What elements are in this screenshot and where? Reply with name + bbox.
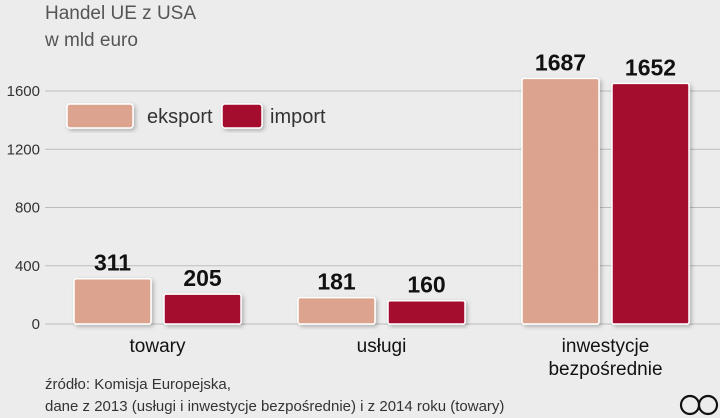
chart-title: Handel UE z USA	[45, 3, 196, 24]
gridlines	[45, 90, 720, 325]
data-label: 1652	[625, 54, 676, 80]
legend-label-eksport: eksport	[147, 106, 213, 128]
footnote-source: źródło: Komisja Europejska,	[45, 376, 231, 393]
y-axis-ticks: 0 400 800 1200 1600	[7, 83, 40, 333]
bar-import	[387, 299, 466, 325]
bar-eksport	[297, 296, 376, 325]
y-tick-label: 1200	[7, 141, 40, 158]
category-label: usługi	[357, 336, 407, 357]
legend-swatch-import	[221, 103, 263, 129]
bar-import	[611, 82, 690, 325]
legend-swatch-eksport	[66, 103, 134, 129]
category-label: towary	[130, 336, 186, 357]
footnote-dates: dane z 2013 (usługi i inwestycje bezpośr…	[45, 398, 504, 415]
y-tick-label: 1600	[7, 83, 40, 100]
data-label: 1687	[535, 49, 586, 75]
data-label: 160	[407, 272, 445, 298]
y-tick-label: 800	[15, 200, 40, 217]
pap-logo	[679, 394, 719, 416]
bar-eksport	[73, 277, 152, 325]
y-tick-label: 0	[32, 316, 40, 333]
category-label: inwestycje	[562, 336, 650, 357]
chart-subtitle: w mld euro	[44, 30, 138, 51]
y-tick-label: 400	[15, 258, 40, 275]
bar-import	[163, 293, 242, 325]
bar-eksport	[521, 77, 600, 325]
legend-label-import: import	[270, 106, 326, 128]
data-label: 311	[94, 250, 131, 276]
data-label: 205	[183, 265, 222, 291]
bars: 311 205 181 160 1687 1652	[73, 49, 690, 325]
category-label: bezpośrednie	[548, 359, 662, 380]
data-label: 181	[317, 269, 356, 295]
legend: eksport import	[66, 103, 326, 129]
